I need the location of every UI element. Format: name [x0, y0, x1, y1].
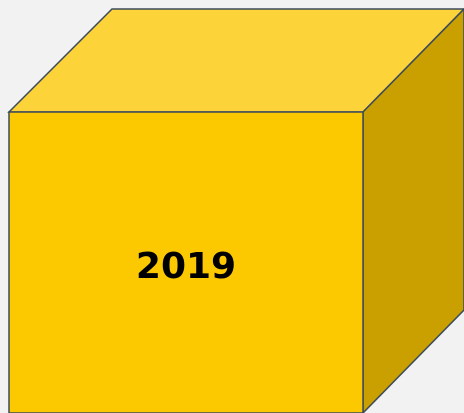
- cube-front: [8, 111, 364, 413]
- cube-label: 2019: [136, 246, 236, 287]
